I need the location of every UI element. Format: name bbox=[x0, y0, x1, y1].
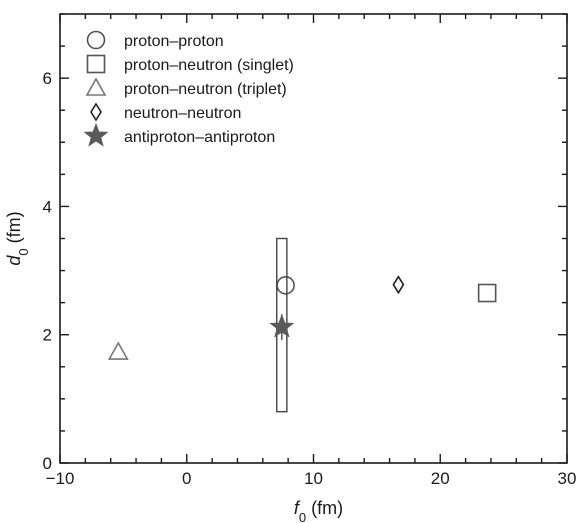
legend-marker-diamond bbox=[90, 102, 102, 122]
x-tick-label: 30 bbox=[558, 469, 576, 488]
x-tick-label: −10 bbox=[46, 469, 75, 488]
point-diamond bbox=[392, 275, 405, 295]
y-axis-title: d0 (fm) bbox=[4, 211, 31, 265]
point-circle bbox=[276, 276, 295, 295]
legend-label: proton–neutron (triplet) bbox=[124, 81, 287, 98]
point-square bbox=[477, 283, 497, 303]
y-tick-label: 4 bbox=[43, 197, 52, 216]
legend-marker-star bbox=[83, 122, 109, 147]
y-tick-label: 2 bbox=[43, 326, 52, 345]
x-tick-label: 0 bbox=[182, 469, 191, 488]
legend-label: neutron–neutron bbox=[124, 105, 241, 122]
legend-marker-circle bbox=[86, 30, 106, 50]
y-tick-label: 6 bbox=[43, 69, 52, 88]
y-tick-label: 0 bbox=[43, 454, 52, 473]
legend: proton–proton proton–neutron (singlet) pro… bbox=[83, 30, 294, 147]
legend-label: proton–proton bbox=[124, 33, 224, 50]
point-star bbox=[269, 313, 295, 338]
legend-marker-triangle bbox=[85, 77, 107, 96]
point-triangle bbox=[107, 341, 129, 360]
x-tick-label: 10 bbox=[304, 469, 323, 488]
legend-label: proton–neutron (singlet) bbox=[124, 57, 294, 74]
x-tick-label: 20 bbox=[431, 469, 450, 488]
data-marks bbox=[107, 237, 497, 413]
x-axis-title: f0 (fm) bbox=[294, 498, 343, 523]
legend-marker-square bbox=[86, 54, 106, 74]
legend-label: antiproton–antiproton bbox=[124, 129, 275, 146]
